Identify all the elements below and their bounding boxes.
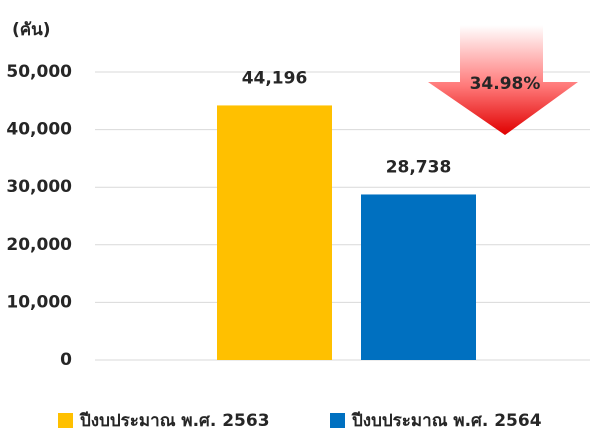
y-tick-label: 20,000 <box>6 235 72 255</box>
y-tick-label: 40,000 <box>6 120 72 140</box>
y-axis-title: (คัน) <box>12 20 51 40</box>
value-label: 44,196 <box>242 68 308 88</box>
legend-swatch <box>330 413 345 428</box>
arrow <box>428 25 578 135</box>
legend-swatch <box>58 413 73 428</box>
bar <box>217 105 332 361</box>
annotation: 34.98% <box>470 74 541 94</box>
bar <box>361 194 476 360</box>
value-label: 28,738 <box>386 157 452 177</box>
y-tick-label: 0 <box>60 350 72 370</box>
y-tick-label: 10,000 <box>6 292 72 312</box>
legend-label: ปีงบประมาณ พ.ศ. 2564 <box>351 410 542 431</box>
y-tick-label: 50,000 <box>6 62 72 82</box>
y-tick-label: 30,000 <box>6 177 72 197</box>
legend-label: ปีงบประมาณ พ.ศ. 2563 <box>79 410 269 431</box>
